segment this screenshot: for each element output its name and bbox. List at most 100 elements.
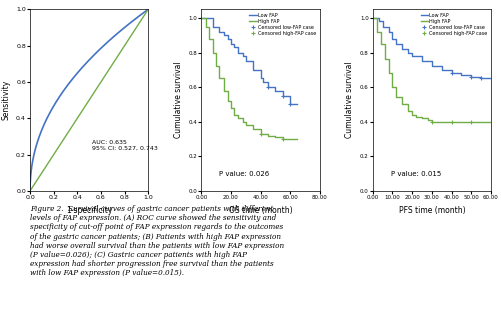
Low FAP [258,77,264,80]
High FAP [243,123,249,127]
Low FAP [458,73,464,77]
Y-axis label: Cumulative survival: Cumulative survival [174,62,183,138]
Low FAP [468,75,474,78]
High FAP [458,120,464,124]
Text: P value: 0.026: P value: 0.026 [219,171,270,177]
Line: Censored high-FAP case: Censored high-FAP case [259,132,285,141]
Low FAP [220,33,226,37]
High FAP [235,116,241,120]
High FAP [280,137,286,141]
Censored high-FAP case [280,137,286,141]
High FAP [382,57,388,61]
X-axis label: PFS time (month): PFS time (month) [399,205,465,215]
Low FAP [280,94,286,98]
Low FAP [198,16,204,20]
Line: Censored low-FAP case: Censored low-FAP case [266,85,292,107]
High FAP [399,103,405,106]
Low FAP [295,103,301,106]
Censored low-FAP case [468,75,474,78]
High FAP [374,30,380,34]
Text: A: A [4,0,13,2]
Text: Figure 2.  Survival curves of gastric cancer patients with different
levels of F: Figure 2. Survival curves of gastric can… [30,205,284,277]
High FAP [228,106,234,110]
Line: Censored high-FAP case: Censored high-FAP case [430,120,473,124]
High FAP [272,135,278,139]
Censored low-FAP case [448,71,454,75]
High FAP [468,120,474,124]
Line: Low FAP: Low FAP [373,18,491,78]
Low FAP [272,89,278,92]
Low FAP [206,16,212,20]
Line: High FAP: High FAP [373,18,491,122]
Low FAP [448,71,454,75]
High FAP [258,132,264,136]
Y-axis label: Sensitivity: Sensitivity [2,80,11,120]
High FAP [295,137,301,141]
High FAP [439,120,445,124]
Low FAP [210,25,216,28]
High FAP [389,85,395,89]
High FAP [393,95,399,99]
Low FAP [228,42,234,46]
Censored low-FAP case [280,94,286,98]
High FAP [206,37,212,40]
Low FAP [429,65,435,68]
Text: AUC: 0.635
95% CI: 0.527, 0.743: AUC: 0.635 95% CI: 0.527, 0.743 [92,140,157,151]
High FAP [448,120,454,124]
Text: C: C [343,0,351,2]
Low FAP [399,47,405,51]
High FAP [488,120,494,124]
High FAP [220,89,226,92]
High FAP [425,118,431,122]
High FAP [198,16,204,20]
Low FAP [386,30,392,34]
Censored high-FAP case [448,120,454,124]
Y-axis label: Cumulative survival: Cumulative survival [345,62,354,138]
High FAP [405,109,411,113]
X-axis label: 1-specificity: 1-specificity [66,205,112,215]
High FAP [429,120,435,124]
High FAP [419,116,425,120]
X-axis label: OS time (month): OS time (month) [229,205,292,215]
High FAP [216,77,222,80]
High FAP [250,127,256,130]
Low FAP [225,37,231,40]
Low FAP [265,85,271,89]
Low FAP [405,51,411,54]
Low FAP [419,59,425,63]
Low FAP [261,80,267,84]
Censored high-FAP case [258,132,264,136]
Low FAP [216,30,222,34]
Censored low-FAP case [287,103,293,106]
High FAP [213,65,219,68]
High FAP [378,42,384,46]
High FAP [413,115,419,118]
Low FAP [235,51,241,54]
Text: B: B [180,0,188,2]
Text: P value: 0.015: P value: 0.015 [390,171,441,177]
Low FAP [243,59,249,63]
High FAP [409,113,415,116]
High FAP [386,71,392,75]
Low FAP [231,45,237,49]
Low FAP [250,68,256,72]
High FAP [231,113,237,116]
Low FAP [439,68,445,72]
High FAP [370,16,376,20]
Line: Low FAP: Low FAP [201,18,298,104]
Legend: Low FAP, High FAP, Censored low-FAP case, Censored high-FAP case: Low FAP, High FAP, Censored low-FAP case… [420,12,488,36]
High FAP [225,99,231,103]
Low FAP [478,77,484,80]
Censored low-FAP case [478,77,484,80]
High FAP [265,134,271,138]
High FAP [240,120,246,124]
Low FAP [240,54,246,58]
Low FAP [287,103,293,106]
Low FAP [409,54,415,58]
Low FAP [393,42,399,46]
Censored high-FAP case [429,120,435,124]
High FAP [203,25,209,28]
Line: High FAP: High FAP [201,18,298,139]
High FAP [478,120,484,124]
Low FAP [370,16,376,20]
